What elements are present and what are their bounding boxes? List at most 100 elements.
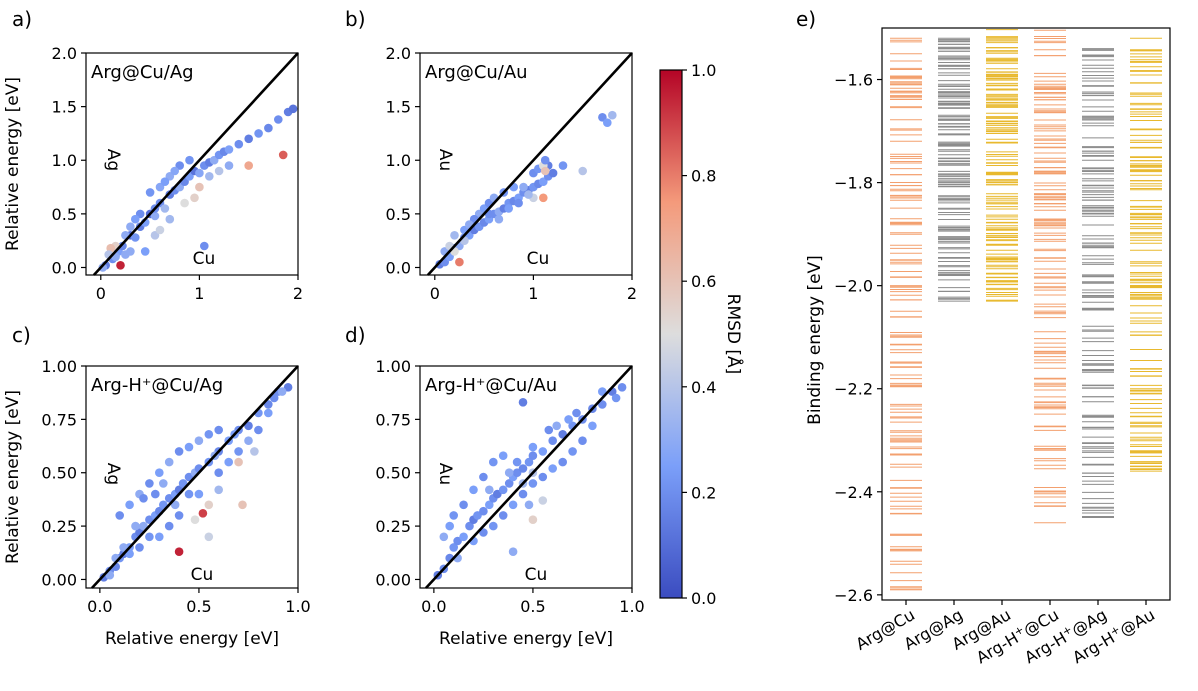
data-point [578,436,587,446]
data-point [150,211,160,221]
data-point [528,442,538,452]
x-tick-label: 2 [627,284,637,303]
x-axis-label: Relative energy [eV] [439,629,613,649]
data-point [254,129,263,138]
data-point [200,241,209,251]
data-point [558,161,568,170]
colorbar [659,69,683,599]
diagonal-line [424,365,633,589]
data-point [190,515,200,524]
data-point [498,485,508,495]
data-point [498,451,508,461]
y-tick-label: 0.00 [375,570,411,589]
x-tick-label: 2 [293,284,303,303]
data-point [118,241,127,251]
data-point [155,532,164,542]
data-point [277,387,287,396]
annotation-upper: Au [435,149,455,171]
data-point [603,118,612,127]
diagonal-line [92,52,299,276]
y-tick-label: 0.75 [41,410,77,429]
data-point [238,500,247,510]
plot-frame [419,365,633,589]
data-point [190,193,199,203]
data-point [485,485,494,495]
y-tick-label: 2.0 [386,44,411,63]
data-point [224,457,233,467]
panel-letter: e) [796,7,816,31]
data-point [469,485,478,495]
data-point [155,468,164,478]
data-point [588,421,597,431]
data-point [145,479,154,488]
data-point [278,150,288,160]
panel-letter: c) [12,323,31,347]
y-tick-label: −2.4 [834,483,873,502]
y-tick-label: −1.8 [834,174,873,193]
data-point [170,500,180,510]
x-tick-label: 0.0 [87,597,112,616]
data-point [184,442,194,452]
data-point [244,161,253,170]
data-point [528,451,538,461]
data-point [514,198,523,208]
data-point [264,408,273,418]
x-tick-label: 0 [430,284,440,303]
data-point [524,500,534,510]
x-tick-label: 1 [528,284,538,303]
data-point [518,464,528,473]
data-point [479,528,488,537]
y-tick-label: 0.0 [52,258,77,277]
data-point [498,511,508,520]
plot-frame [85,52,299,276]
data-point [283,383,293,392]
data-point [155,225,165,235]
data-point [449,511,459,520]
data-point [250,447,259,456]
plot-frame [85,365,299,589]
y-axis-label: Binding energy [eV] [805,255,825,425]
strip-1: Arg@Cu [852,37,922,654]
data-point [126,222,135,231]
colorbar-tick-label: 0.0 [691,589,716,608]
y-tick-label: 2.0 [52,44,77,63]
data-point [538,447,548,456]
panel-title: Arg@Cu/Ag [91,62,194,83]
y-tick-label: 1.0 [386,151,411,170]
data-point [598,400,607,409]
data-point [558,457,567,467]
x-tick-label: 0.0 [421,597,446,616]
data-point [204,532,214,542]
data-point [159,479,168,488]
data-point [504,479,514,488]
colorbar-tick-label: 0.4 [691,378,716,397]
y-tick-label: 0.25 [41,517,77,536]
data-point [538,472,548,482]
panel-letter: b) [345,7,366,31]
data-point [479,472,488,482]
data-point [198,509,208,518]
y-axis-label: Relative energy [eV] [3,390,23,564]
x-tick-label: 0.5 [186,597,211,616]
data-point [455,257,464,267]
data-point [508,547,518,556]
data-point [617,383,627,392]
data-point [145,188,155,197]
x-tick-label: 1 [194,284,204,303]
scatter-panel-2: 0.0 0.5 1.0 1.5 2.0 0 1 2 b) Arg@Cu/Au Au Cu [345,7,637,303]
data-point [125,500,134,510]
category-label-tail: @Au [1116,605,1158,640]
data-point [234,447,243,456]
data-point [450,231,459,240]
data-point [160,177,170,186]
data-point [598,387,607,396]
data-point [518,489,528,499]
data-point [164,521,174,531]
panel-title: Arg@Cu/Au [425,62,528,83]
annotation-upper: Au [435,463,455,485]
data-point [116,261,125,270]
y-tick-label: 0.5 [386,205,411,224]
data-point [568,447,577,456]
diagonal-line [426,52,633,276]
